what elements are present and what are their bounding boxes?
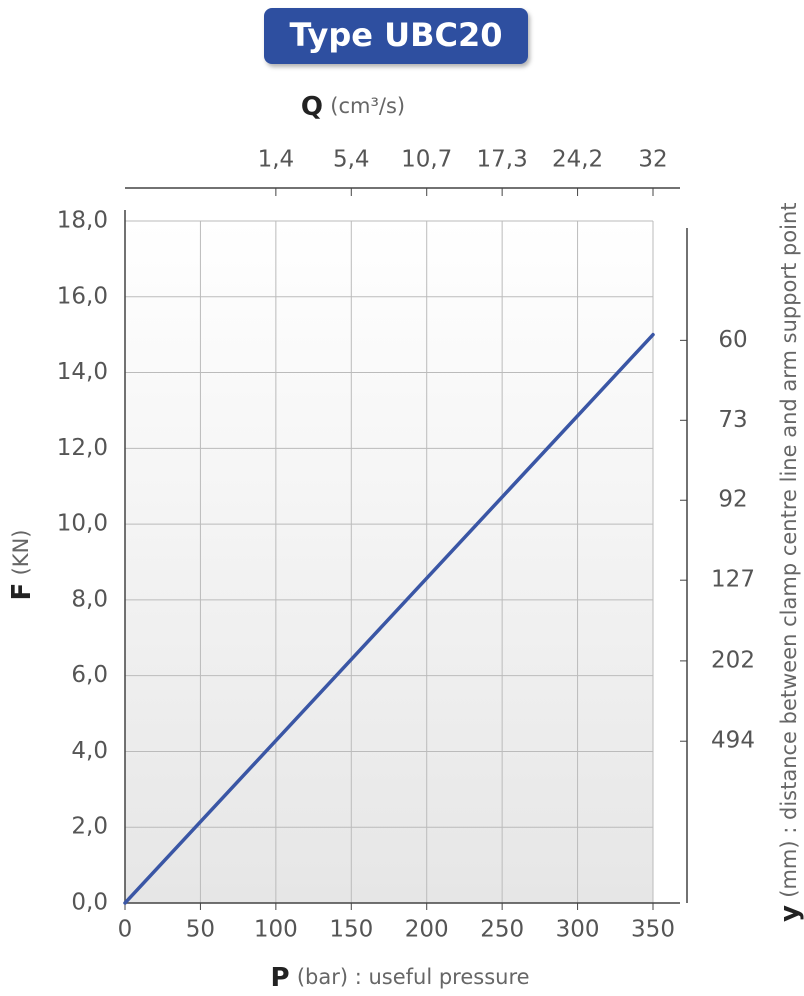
y-tick-label: 4,0 [71, 738, 108, 764]
unit: (mm) : distance between clamp centre lin… [777, 202, 801, 897]
symbol: F [7, 583, 37, 601]
chart-title: Type UBC20 [289, 16, 502, 54]
y-tick-label: 12,0 [57, 435, 108, 461]
right-tick-label: 73 [718, 407, 747, 433]
right-tick-label: 60 [718, 327, 747, 353]
top-tick-label: 1,4 [258, 147, 295, 173]
x-tick-label: 150 [329, 917, 373, 943]
x-tick-label: 250 [480, 917, 524, 943]
right-tick-label: 127 [711, 567, 755, 593]
right-tick-label: 92 [718, 487, 747, 513]
top-tick-label: 10,7 [401, 147, 452, 173]
x-tick-label: 100 [254, 917, 298, 943]
top-tick-label: 24,2 [552, 147, 603, 173]
y-tick-label: 2,0 [71, 814, 108, 840]
x-tick-label: 0 [118, 917, 133, 943]
y-tick-label: 8,0 [71, 586, 108, 612]
y-tick-label: 18,0 [57, 208, 108, 234]
x-tick-label: 350 [631, 917, 675, 943]
unit: (KN) [9, 530, 33, 576]
x-tick-label: 200 [405, 917, 449, 943]
symbol: y [775, 905, 804, 922]
top-axis-label: Q (cm³/s) [301, 92, 405, 122]
y-axis-label: F (KN) [7, 530, 37, 601]
unit: (bar) : useful pressure [297, 965, 530, 989]
y-tick-label: 14,0 [57, 359, 108, 385]
x-tick-label: 50 [186, 917, 215, 943]
data-line [123, 332, 655, 905]
right-tick-label: 202 [711, 647, 755, 673]
top-tick-label: 32 [638, 147, 667, 173]
title-box [264, 8, 528, 64]
x-tick-label: 300 [556, 917, 600, 943]
y-tick-label: 10,0 [57, 511, 108, 537]
y-tick-label: 0,0 [71, 890, 108, 916]
y-tick-label: 16,0 [57, 283, 108, 309]
plot-background [125, 221, 653, 903]
top-tick-label: 17,3 [477, 147, 528, 173]
top-tick-label: 5,4 [333, 147, 370, 173]
right-tick-label: 494 [711, 728, 755, 754]
symbol: Q [301, 92, 323, 122]
right-axis-label: y (mm) : distance between clamp centre l… [775, 202, 804, 922]
unit: (cm³/s) [330, 94, 405, 118]
y-tick-label: 6,0 [71, 662, 108, 688]
symbol: P [270, 963, 289, 993]
x-axis-label: P (bar) : useful pressure [270, 963, 529, 993]
